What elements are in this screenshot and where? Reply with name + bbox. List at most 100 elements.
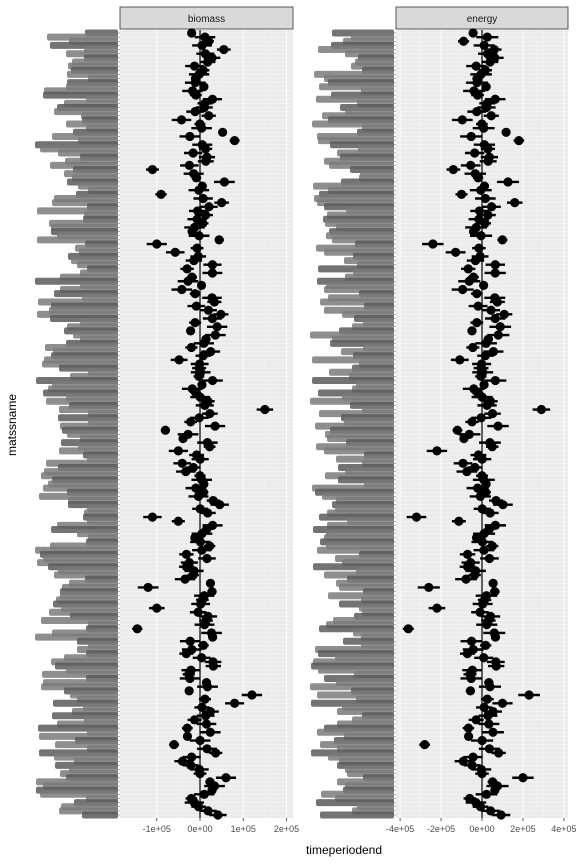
data-point <box>185 131 195 142</box>
data-point <box>477 537 488 547</box>
data-point <box>186 342 197 353</box>
data-point <box>207 260 218 270</box>
data-point <box>204 36 214 46</box>
data-point <box>493 421 503 431</box>
y-label-block <box>310 29 396 819</box>
data-point <box>214 235 224 245</box>
data-point <box>484 744 495 754</box>
data-point <box>199 82 209 92</box>
data-point <box>461 574 471 584</box>
data-point <box>178 433 188 444</box>
data-point <box>189 715 200 725</box>
data-point <box>536 404 546 415</box>
data-point <box>182 723 192 733</box>
data-point <box>498 500 508 510</box>
data-point <box>208 661 218 671</box>
data-point <box>188 148 198 158</box>
data-point <box>466 673 476 684</box>
data-point <box>190 107 200 117</box>
data-point <box>207 375 218 386</box>
data-point <box>472 107 482 117</box>
data-point <box>458 284 468 295</box>
data-point <box>186 760 196 770</box>
data-point <box>186 417 196 427</box>
panel-biomass: biomass -1e+05 0e+00 1e+05 2e+05 <box>119 6 299 834</box>
facet-strip <box>119 6 294 30</box>
data-point <box>474 243 484 253</box>
data-point <box>481 640 491 650</box>
data-point <box>202 744 212 754</box>
data-point <box>451 247 461 257</box>
data-point <box>485 57 495 67</box>
data-point <box>201 711 211 721</box>
data-point <box>479 280 489 290</box>
data-point <box>210 330 220 340</box>
data-point <box>462 549 473 559</box>
data-point <box>203 508 213 518</box>
data-point <box>156 189 166 199</box>
data-point <box>201 156 211 166</box>
data-point <box>197 702 207 713</box>
data-point <box>210 421 220 431</box>
data-point <box>493 330 503 340</box>
data-point <box>469 570 480 580</box>
data-point <box>477 504 487 514</box>
data-point <box>503 177 513 187</box>
data-point <box>198 193 208 204</box>
data-point <box>169 740 179 750</box>
data-point <box>199 620 210 630</box>
data-point <box>204 111 214 121</box>
data-point <box>200 210 211 220</box>
data-point <box>152 603 162 613</box>
data-point <box>215 500 225 510</box>
data-point <box>196 123 207 133</box>
data-point <box>458 458 468 468</box>
data-point <box>485 806 496 816</box>
data-point <box>177 756 188 766</box>
data-point <box>483 711 493 721</box>
data-point <box>147 512 158 522</box>
data-point <box>199 479 209 489</box>
data-point <box>490 260 500 270</box>
data-point <box>213 810 223 820</box>
data-point <box>459 433 469 444</box>
data-point <box>466 636 477 646</box>
data-point <box>467 417 477 427</box>
data-point <box>230 135 240 146</box>
data-point <box>207 785 217 795</box>
data-point <box>199 789 209 799</box>
data-point <box>494 748 504 758</box>
data-point <box>424 582 434 593</box>
data-point <box>481 789 492 799</box>
data-point <box>472 318 482 328</box>
data-point <box>174 355 184 365</box>
data-point <box>197 653 207 663</box>
data-point <box>177 458 187 468</box>
data-point <box>476 371 486 382</box>
x-tick-label: 0e+00 <box>469 824 494 834</box>
data-point <box>481 479 491 489</box>
data-point <box>479 380 489 390</box>
panel-energy: energy -4e+05 -2e+05 0e+00 2e+05 4e+05 <box>386 6 576 834</box>
data-point <box>403 624 413 634</box>
data-point <box>188 462 198 473</box>
data-point <box>468 752 478 762</box>
data-point <box>488 346 498 357</box>
data-point <box>462 562 473 572</box>
data-point <box>152 239 162 249</box>
data-point <box>477 392 487 402</box>
data-point <box>462 466 472 477</box>
data-point <box>466 160 476 171</box>
data-point <box>484 553 495 564</box>
x-tick-label: 2e+05 <box>274 824 299 834</box>
data-point <box>472 78 482 88</box>
data-point <box>411 512 422 522</box>
data-point <box>198 640 209 650</box>
data-point <box>473 483 483 493</box>
x-tick-label: 0e+00 <box>187 824 212 834</box>
data-point <box>190 78 200 88</box>
data-point <box>479 702 489 713</box>
data-point <box>197 529 207 539</box>
data-point <box>496 810 506 820</box>
